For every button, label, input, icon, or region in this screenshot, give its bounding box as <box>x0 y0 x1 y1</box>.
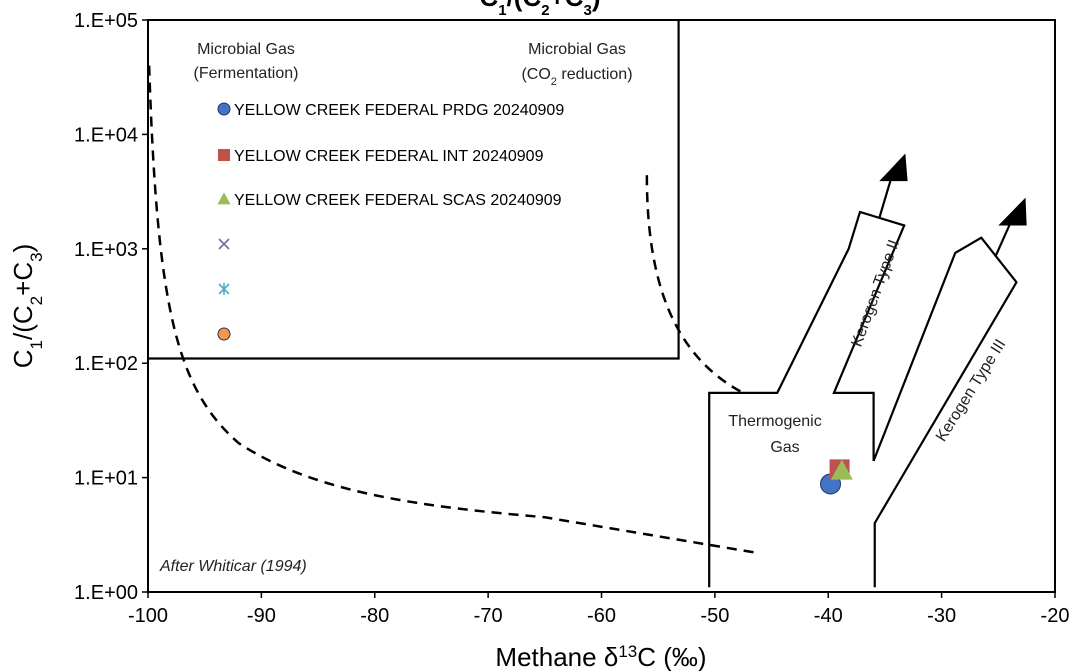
kerogen-type-ii-arrow-head <box>879 153 908 182</box>
y-axis-title: C1/(C2+C3) <box>8 244 46 369</box>
co2-reduction-label: Microbial Gas <box>528 41 626 58</box>
kerogen-type-iii-label: Kerogen Type III <box>933 336 1009 444</box>
chart-title: C1/(C2+C3) <box>479 0 600 19</box>
legend-label: YELLOW CREEK FEDERAL SCAS 20240909 <box>234 192 562 209</box>
x-tick-label: -70 <box>474 605 503 627</box>
legend-marker <box>217 192 231 205</box>
data-point <box>830 459 853 480</box>
legend-marker <box>217 327 231 341</box>
y-tick-label: 1.E+03 <box>74 239 138 261</box>
x-tick-label: -60 <box>587 605 616 627</box>
thermogenic-label: Thermogenic <box>728 413 821 430</box>
legend-label: YELLOW CREEK FEDERAL INT 20240909 <box>234 148 544 165</box>
kerogen-type-iii-arrow-shaft <box>995 219 1013 256</box>
legend-marker <box>218 149 230 161</box>
y-tick-label: 1.E+04 <box>74 124 138 146</box>
x-axis-ticks: -100 -90 -80 -70 -60 -50 -40 -30 -20 <box>128 592 1069 627</box>
data-points <box>820 459 853 495</box>
x-tick-label: -100 <box>128 605 168 627</box>
kerogen-type-iii-arrow-head <box>998 197 1027 226</box>
legend-marker <box>218 238 230 250</box>
x-tick-label: -50 <box>700 605 729 627</box>
thermogenic-label-2: Gas <box>770 439 799 456</box>
kerogen-type-ii-label: Kerogen Type II <box>849 238 904 350</box>
x-tick-label: -30 <box>927 605 956 627</box>
fermentation-label: (Fermentation) <box>194 65 299 82</box>
x-tick-label: -80 <box>360 605 389 627</box>
fermentation-label: Microbial Gas <box>197 41 295 58</box>
x-tick-label: -20 <box>1041 605 1070 627</box>
x-axis-title: Methane δ13C (‰) <box>495 642 706 671</box>
x-tick-label: -40 <box>814 605 843 627</box>
y-tick-label: 1.E+02 <box>74 353 138 375</box>
after-whiticar-annotation: After Whiticar (1994) <box>159 558 307 575</box>
y-tick-label: 1.E+00 <box>74 582 138 604</box>
y-tick-label: 1.E+01 <box>74 468 138 490</box>
legend: YELLOW CREEK FEDERAL PRDG 20240909 YELLOW… <box>217 102 564 341</box>
co2-reduction-dashed-curve <box>645 175 744 395</box>
co2-reduction-label-2: (CO2 reduction) <box>521 66 632 88</box>
legend-marker <box>218 283 230 295</box>
fermentation-dashed-curve <box>147 65 758 555</box>
legend-marker <box>217 102 231 116</box>
x-tick-label: -90 <box>247 605 276 627</box>
kerogen-type-ii-arrow-shaft <box>878 176 893 219</box>
legend-label: YELLOW CREEK FEDERAL PRDG 20240909 <box>234 102 564 119</box>
thermogenic-gas-boundary <box>708 210 1018 588</box>
y-tick-label: 1.E+05 <box>74 10 138 32</box>
microbial-gas-boundary <box>148 20 680 360</box>
y-axis-ticks: 1.E+00 1.E+01 1.E+02 1.E+03 1.E+04 1.E+05 <box>74 10 148 604</box>
